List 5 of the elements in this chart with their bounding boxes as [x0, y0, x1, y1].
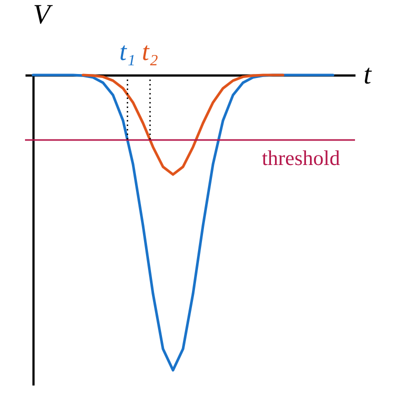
y-axis-title: V: [32, 0, 53, 30]
text: t₂: [142, 37, 158, 66]
text: t₁: [119, 37, 136, 66]
ref-line-label: threshold: [262, 146, 340, 170]
x-axis-title: t: [364, 60, 372, 90]
